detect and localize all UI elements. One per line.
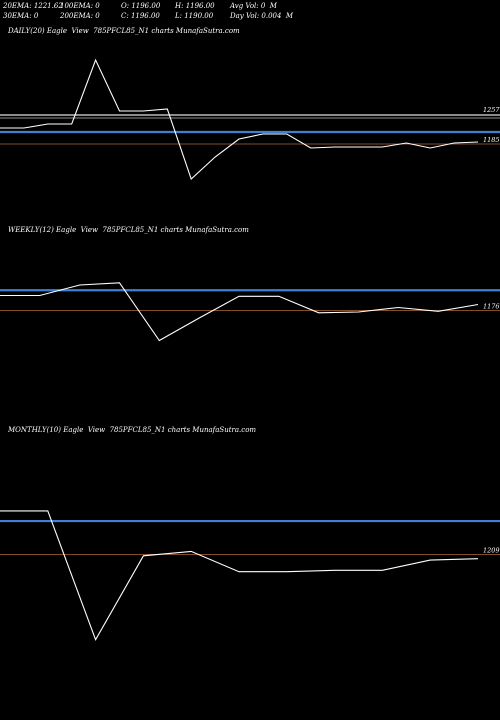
monthly-panel-title: MONTHLY(10) Eagle View 785PFCL85_N1 char… [8,426,257,434]
day-vol-readout: Day Vol: 0.004 M [230,12,294,20]
daily-ylabel-upper: 1257 [483,106,500,114]
open-readout: O: 1196.00 [121,2,161,10]
daily-ylabel-lower: 1185 [483,136,500,144]
monthly-panel: 1209 [0,510,500,641]
monthly-ylabel: 1209 [483,546,500,554]
ema30-readout: 30EMA: 0 [3,12,39,20]
weekly-price-series [0,282,479,342]
ema100-readout: 100EMA: 0 [60,2,100,10]
high-readout: H: 1196.00 [175,2,215,10]
monthly-price-series [0,510,479,641]
avg-vol-readout: Avg Vol: 0 M [230,2,277,10]
daily-price-series [0,58,479,180]
weekly-panel-title: WEEKLY(12) Eagle View 785PFCL85_N1 chart… [8,226,249,234]
close-readout: C: 1196.00 [121,12,160,20]
daily-panel-title: DAILY(20) Eagle View 785PFCL85_N1 charts… [8,27,240,35]
ema200-readout: 200EMA: 0 [60,12,100,20]
low-readout: L: 1190.00 [175,12,214,20]
weekly-ylabel: 1176 [483,303,500,311]
weekly-panel: 1176 [0,282,500,342]
daily-panel: 1257 1185 [0,58,500,180]
ema20-readout: 20EMA: 1221.62 [3,2,63,10]
